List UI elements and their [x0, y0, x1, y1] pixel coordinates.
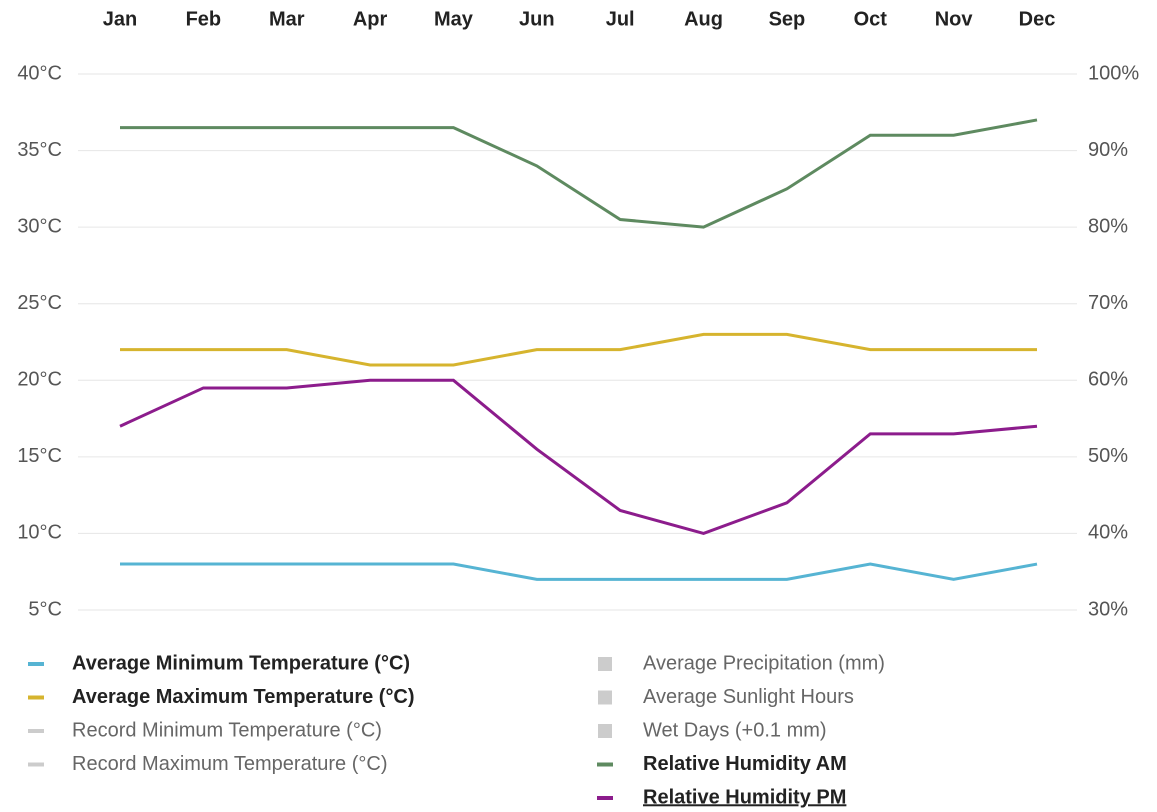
y-tick-label: 35°C: [17, 139, 62, 161]
y-tick-label: 15°C: [17, 445, 62, 467]
series-line: [120, 332, 1037, 367]
x-tick-label: May: [434, 8, 474, 30]
legend-marker: [598, 724, 612, 738]
y2-tick-label: 50%: [1088, 445, 1128, 467]
x-tick-label: Nov: [935, 8, 974, 30]
y-tick-label: 5°C: [28, 598, 62, 620]
y2-tick-label: 60%: [1088, 369, 1128, 391]
legend-marker: [598, 657, 612, 671]
legend-label[interactable]: Average Sunlight Hours: [643, 686, 854, 708]
y-tick-label: 20°C: [17, 369, 62, 391]
y-tick-label: 30°C: [17, 215, 62, 237]
legend-label[interactable]: Average Minimum Temperature (°C): [72, 652, 410, 674]
legend-marker: [598, 690, 612, 705]
legend-label[interactable]: Average Precipitation (mm): [643, 652, 885, 674]
x-tick-label: Sep: [769, 8, 806, 30]
series-line: [120, 118, 1038, 229]
y-tick-label: 10°C: [17, 522, 62, 544]
y2-tick-label: 80%: [1088, 215, 1128, 237]
x-tick-label: Aug: [684, 8, 723, 30]
legend-label[interactable]: Relative Humidity PM: [643, 786, 846, 808]
y-tick-label: 40°C: [17, 62, 62, 84]
x-tick-label: Jun: [519, 8, 555, 30]
series-line: [120, 562, 1038, 581]
x-tick-label: Jul: [606, 8, 635, 30]
series-line: [119, 378, 1038, 536]
y2-tick-label: 100%: [1088, 62, 1139, 84]
y-tick-label: 25°C: [17, 292, 62, 314]
legend-label[interactable]: Wet Days (+0.1 mm): [643, 719, 827, 741]
legend-label[interactable]: Record Maximum Temperature (°C): [72, 753, 388, 775]
y2-tick-label: 30%: [1088, 598, 1128, 620]
y2-tick-label: 90%: [1088, 139, 1128, 161]
x-tick-label: Apr: [353, 8, 388, 30]
x-tick-label: Mar: [269, 8, 305, 30]
legend-label[interactable]: Average Maximum Temperature (°C): [72, 686, 415, 708]
x-tick-label: Feb: [186, 8, 222, 30]
y2-tick-label: 40%: [1088, 522, 1128, 544]
y2-tick-label: 70%: [1088, 292, 1128, 314]
x-tick-label: Jan: [103, 8, 137, 30]
x-tick-label: Dec: [1019, 8, 1056, 30]
x-tick-label: Oct: [854, 8, 888, 30]
legend-label[interactable]: Relative Humidity AM: [643, 753, 847, 775]
legend-label[interactable]: Record Minimum Temperature (°C): [72, 719, 382, 741]
